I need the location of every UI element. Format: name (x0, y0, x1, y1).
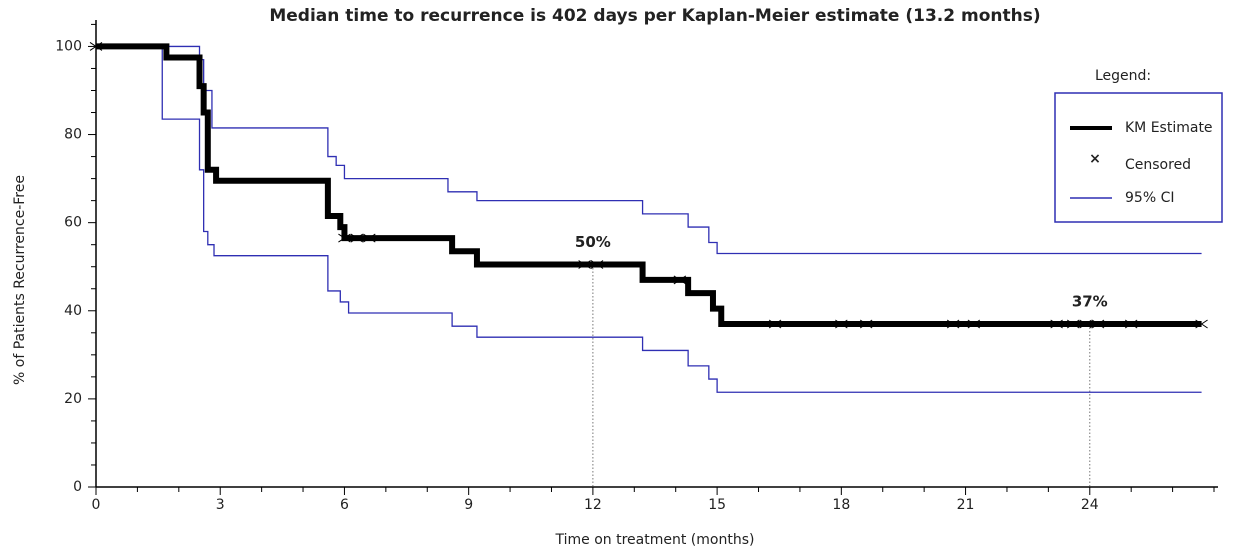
legend-title: Legend: (1095, 68, 1151, 84)
x-tick-label: 18 (832, 497, 850, 513)
y-tick-label: 0 (73, 479, 82, 495)
x-tick-label: 15 (708, 497, 726, 513)
censor-mark (673, 275, 687, 285)
y-axis-label: % of Patients Recurrence-Free (12, 175, 28, 385)
censor-mark (89, 42, 103, 51)
censor-mark (1091, 319, 1105, 329)
censor-mark (835, 319, 848, 329)
annotation: 50% (575, 233, 611, 251)
censor-mark (1195, 319, 1208, 329)
legend-label: Censored (1125, 157, 1191, 173)
x-tick-label: 0 (92, 497, 101, 513)
legend-box (1054, 92, 1223, 223)
censor-mark (1050, 319, 1063, 329)
ci-line (96, 45, 1202, 393)
km-line (96, 43, 1202, 327)
y-tick-label: 60 (64, 215, 82, 231)
censor-mark (859, 319, 873, 329)
censor-mark (338, 233, 351, 243)
x-tick-label: 12 (584, 497, 602, 513)
censor-mark (1066, 319, 1080, 329)
censor-mark (590, 260, 604, 269)
y-tick-label: 80 (64, 127, 82, 143)
legend-label: 95% CI (1125, 190, 1174, 206)
y-tick-label: 40 (64, 303, 82, 319)
ci-line (96, 45, 1202, 255)
x-tick-label: 9 (464, 497, 473, 513)
annotation: 37% (1072, 292, 1108, 310)
x-axis-label: Time on treatment (months) (555, 532, 755, 548)
censor-mark (363, 233, 376, 243)
censor-mark (1124, 319, 1138, 329)
x-tick-label: 21 (957, 497, 975, 513)
censor-mark (350, 233, 364, 243)
chart-title: Median time to recurrence is 402 days pe… (269, 6, 1040, 26)
censor-mark (967, 319, 981, 329)
x-tick-label: 24 (1081, 497, 1099, 513)
censor-mark (768, 319, 782, 329)
censor-mark (946, 319, 960, 329)
censor-mark (578, 260, 591, 269)
censor-mark (1079, 319, 1092, 329)
y-tick-label: 20 (64, 391, 82, 407)
y-tick-label: 100 (55, 38, 82, 54)
legend-symbol: × (1089, 151, 1101, 167)
x-tick-label: 3 (216, 497, 225, 513)
x-tick-label: 6 (340, 497, 349, 513)
legend-label: KM Estimate (1125, 120, 1213, 136)
